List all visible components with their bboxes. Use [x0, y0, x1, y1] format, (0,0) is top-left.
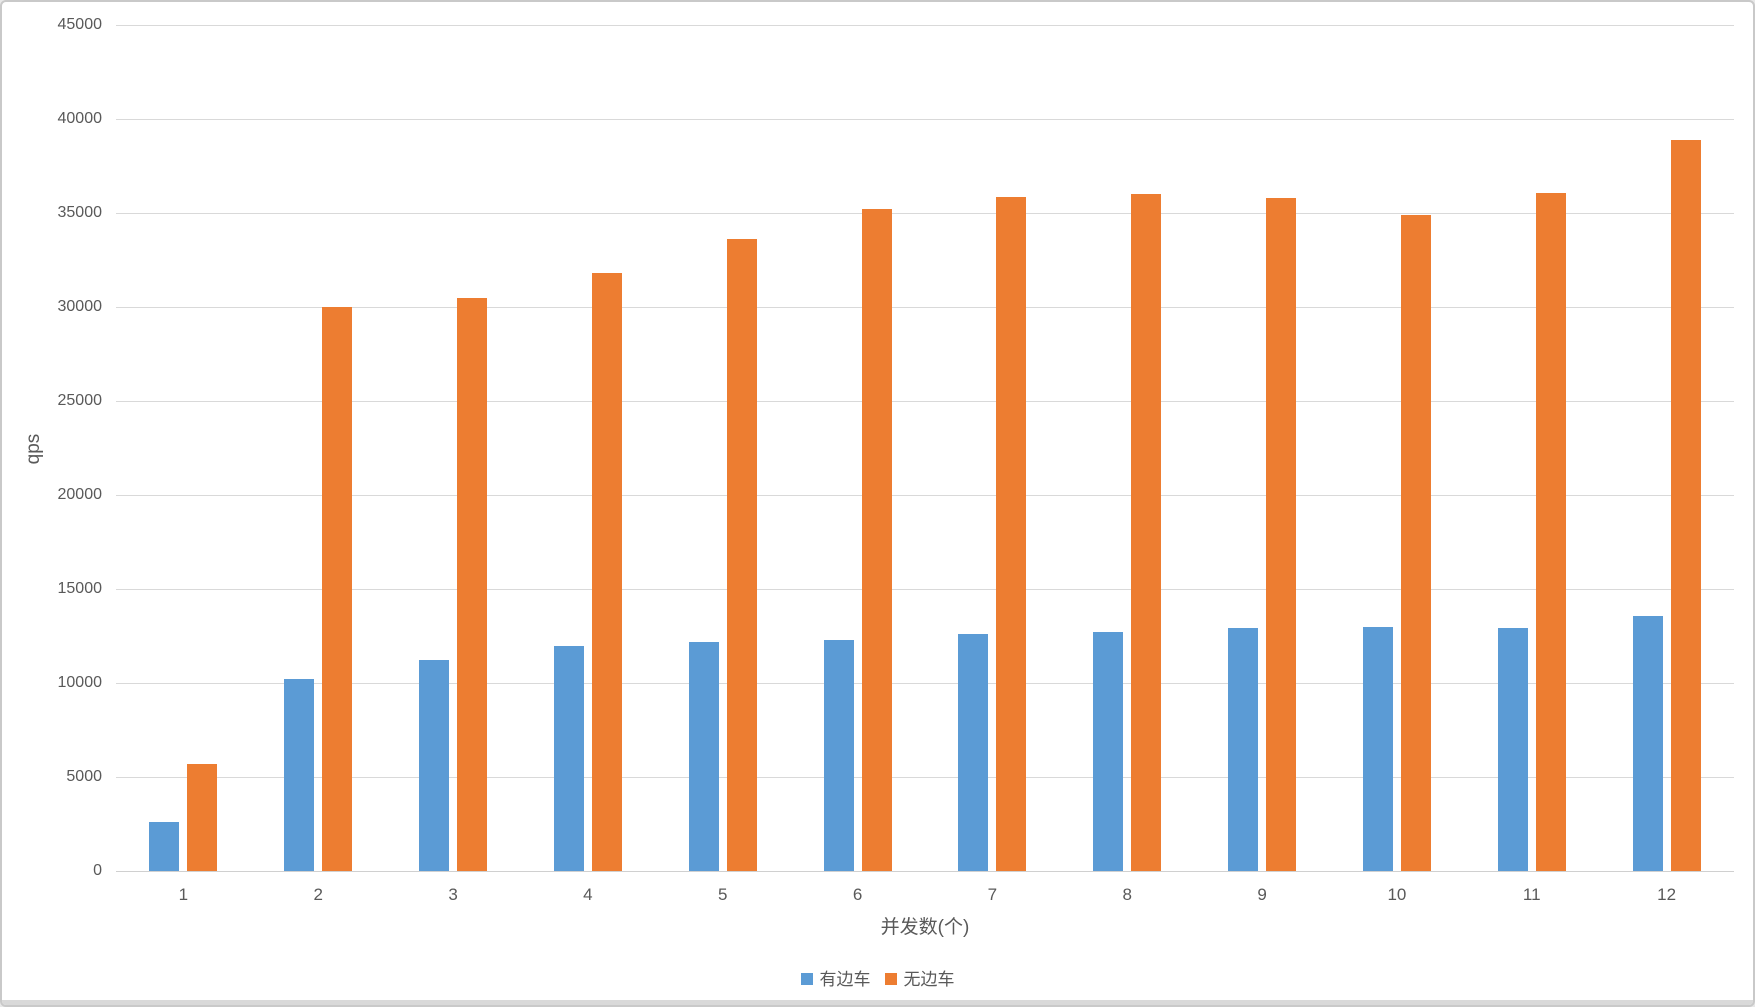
x-tick-label-7: 7 — [987, 885, 998, 904]
gridline-y35000 — [116, 212, 1734, 214]
bar-without-sidecar-5 — [726, 239, 757, 871]
bar-without-sidecar-2 — [322, 307, 353, 871]
legend-label-without-sidecar: 无边车 — [903, 969, 955, 989]
bar-with-sidecar-11 — [1497, 627, 1528, 871]
legend-swatch-with-sidecar — [800, 973, 813, 985]
bar-without-sidecar-4 — [591, 273, 622, 871]
legend-item-with-sidecar: 有边车 — [800, 969, 871, 989]
bar-with-sidecar-7 — [958, 634, 989, 871]
x-tick-label-3: 3 — [448, 885, 458, 904]
gridline-y10000 — [116, 682, 1734, 684]
legend-item-without-sidecar: 无边车 — [884, 969, 955, 989]
gridline-y5000 — [116, 776, 1734, 778]
x-axis-title: 并发数(个) — [880, 917, 970, 938]
bar-with-sidecar-9 — [1228, 627, 1259, 871]
x-tick-label-2: 2 — [313, 885, 323, 904]
gridline-y45000 — [116, 24, 1734, 26]
bar-with-sidecar-12 — [1632, 616, 1663, 871]
bar-without-sidecar-8 — [1131, 194, 1162, 871]
y-tick-label-25000: 25000 — [57, 392, 103, 409]
gridline-y25000 — [116, 400, 1734, 402]
x-tick-label-8: 8 — [1122, 885, 1132, 904]
y-tick-label-45000: 45000 — [57, 16, 103, 33]
y-tick-label-20000: 20000 — [57, 486, 103, 503]
y-tick-label-30000: 30000 — [57, 298, 103, 315]
gridline-y20000 — [116, 494, 1734, 496]
x-tick-label-6: 6 — [852, 885, 863, 904]
bar-with-sidecar-1 — [149, 822, 180, 871]
gridline-y40000 — [116, 118, 1734, 120]
x-axis-line — [116, 870, 1734, 872]
gridline-y30000 — [116, 306, 1734, 308]
x-tick-label-11: 11 — [1522, 885, 1541, 904]
x-tick-label-4: 4 — [583, 885, 593, 904]
bar-with-sidecar-4 — [553, 646, 584, 871]
legend: 有边车 无边车 — [2, 967, 1753, 991]
bar-without-sidecar-11 — [1535, 193, 1566, 871]
x-tick-label-10: 10 — [1387, 885, 1407, 904]
legend-swatch-without-sidecar — [884, 973, 897, 985]
x-tick-label-12: 12 — [1657, 885, 1677, 904]
bar-with-sidecar-6 — [823, 639, 854, 871]
legend-label-with-sidecar: 有边车 — [819, 969, 871, 989]
x-tick-label-1: 1 — [178, 885, 189, 904]
bar-without-sidecar-9 — [1266, 197, 1297, 871]
y-tick-label-10000: 10000 — [57, 674, 103, 691]
bar-without-sidecar-6 — [861, 209, 892, 871]
y-tick-label-0: 0 — [93, 862, 102, 879]
bar-with-sidecar-8 — [1093, 632, 1124, 871]
bar-without-sidecar-1 — [187, 763, 218, 871]
bar-with-sidecar-3 — [419, 659, 450, 871]
x-tick-label-9: 9 — [1257, 885, 1267, 904]
bar-without-sidecar-7 — [996, 197, 1027, 871]
gridline-y15000 — [116, 588, 1734, 590]
window-bottom-edge — [2, 1000, 1753, 1005]
y-tick-label-40000: 40000 — [57, 110, 103, 127]
y-tick-label-35000: 35000 — [57, 204, 103, 221]
bar-without-sidecar-10 — [1400, 214, 1431, 871]
bar-without-sidecar-12 — [1670, 139, 1701, 871]
bar-without-sidecar-3 — [457, 297, 488, 871]
bar-with-sidecar-5 — [688, 641, 719, 871]
x-tick-label-5: 5 — [718, 885, 728, 904]
bar-with-sidecar-10 — [1362, 626, 1393, 871]
y-tick-label-5000: 5000 — [66, 768, 102, 785]
y-tick-label-15000: 15000 — [57, 580, 103, 597]
bar-with-sidecar-2 — [284, 679, 315, 871]
